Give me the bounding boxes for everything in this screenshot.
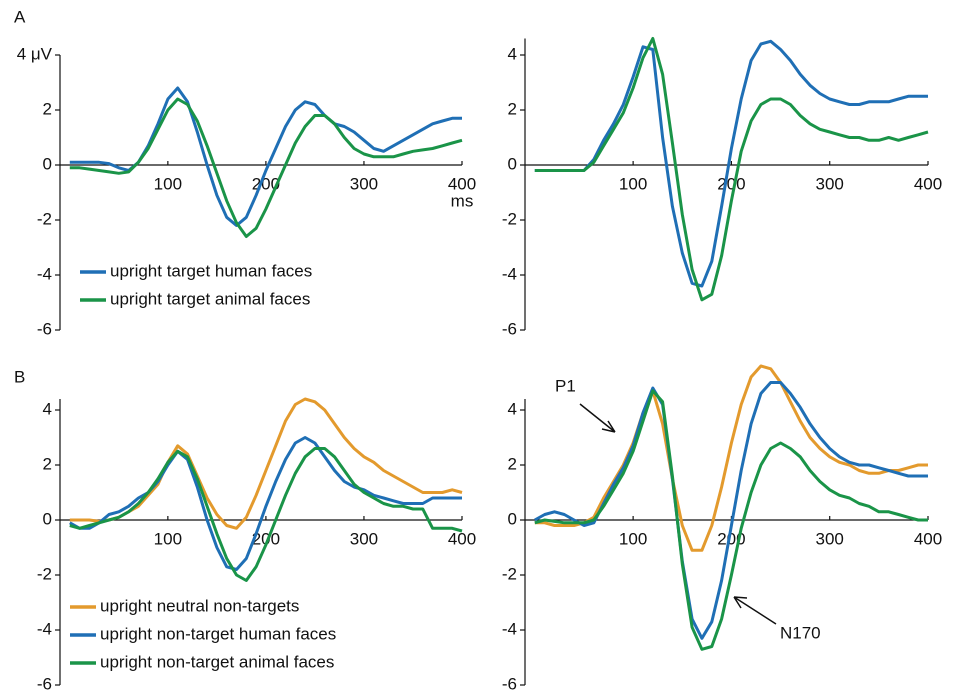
series-line — [69, 97, 463, 238]
legend-label: upright non-target human faces — [100, 624, 336, 643]
y-tick-label: 2 — [508, 99, 517, 118]
series-line — [534, 37, 929, 302]
y-tick-label: -4 — [502, 264, 517, 283]
panel-label: A — [14, 7, 26, 26]
legend-label: upright non-target animal faces — [100, 652, 334, 671]
annotation: P1 — [555, 376, 576, 395]
x-tick-label: 400 — [914, 174, 942, 193]
y-tick-label: 2 — [43, 454, 52, 473]
series-line — [69, 447, 463, 582]
annotation-arrow — [733, 596, 777, 625]
y-tick-label: 4 — [508, 44, 517, 63]
annotation-arrow — [579, 403, 616, 433]
x-tick-label: 200 — [252, 529, 280, 548]
y-tick-label: -4 — [502, 619, 517, 638]
y-tick-label: -4 — [37, 264, 52, 283]
y-tick-label: -2 — [37, 209, 52, 228]
y-tick-label: -6 — [502, 319, 517, 338]
y-tick-label: 0 — [508, 509, 517, 528]
x-tick-label: 300 — [816, 174, 844, 193]
x-tick-label: 300 — [350, 174, 378, 193]
y-tick-label: -6 — [37, 674, 52, 693]
x-tick-label: 100 — [619, 174, 647, 193]
x-tick-label: 400 — [448, 529, 476, 548]
y-tick-label: -2 — [37, 564, 52, 583]
y-tick-label: 4 — [508, 399, 517, 418]
panel-label: B — [14, 367, 25, 386]
y-tick-label: 4 — [43, 399, 52, 418]
x-axis-label: ms — [451, 191, 474, 210]
y-tick-label: -2 — [502, 209, 517, 228]
x-tick-label: 300 — [350, 529, 378, 548]
legend-label: upright target human faces — [110, 261, 312, 280]
x-tick-label: 100 — [154, 174, 182, 193]
x-tick-label: 100 — [154, 529, 182, 548]
y-tick-label: 0 — [43, 154, 52, 173]
series-line — [534, 389, 928, 651]
x-tick-label: 100 — [619, 529, 647, 548]
annotation: N170 — [780, 623, 821, 642]
series-line — [534, 39, 928, 288]
series-line — [534, 381, 928, 640]
x-tick-label: 200 — [717, 174, 745, 193]
x-tick-label: 400 — [448, 174, 476, 193]
series-line — [69, 86, 462, 227]
y-tick-label: 0 — [508, 154, 517, 173]
series-line — [69, 436, 462, 571]
y-tick-label: 2 — [43, 99, 52, 118]
y-tick-label: 4 μV — [17, 44, 53, 63]
y-tick-label: -4 — [37, 619, 52, 638]
y-tick-label: -6 — [502, 674, 517, 693]
y-tick-label: 2 — [508, 454, 517, 473]
y-tick-label: -6 — [37, 319, 52, 338]
x-tick-label: 400 — [914, 529, 942, 548]
series-line — [534, 364, 928, 552]
legend-label: upright neutral non-targets — [100, 596, 299, 615]
x-tick-label: 300 — [816, 529, 844, 548]
y-tick-label: -2 — [502, 564, 517, 583]
legend-label: upright target animal faces — [110, 289, 310, 308]
y-tick-label: 0 — [43, 509, 52, 528]
